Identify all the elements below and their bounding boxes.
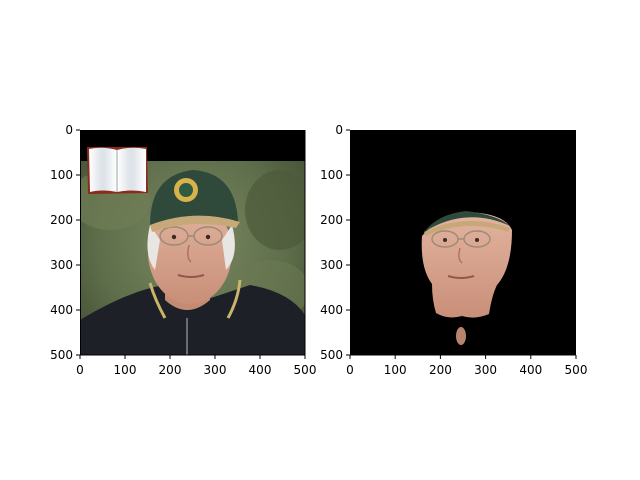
segmented-x-tick-label: 200	[429, 363, 452, 377]
original-x-tick-label: 200	[159, 363, 182, 377]
segmented-panel-frame	[350, 130, 576, 356]
segmented-y-tick-label: 100	[320, 168, 343, 182]
segmented-y-tick-label: 400	[320, 303, 343, 317]
original-y-tick-label: 200	[50, 213, 73, 227]
segmented-image-panel	[350, 130, 576, 355]
segmented-x-tick-label: 500	[565, 363, 588, 377]
jacket	[80, 285, 305, 355]
segmented-x-tick-label: 100	[384, 363, 407, 377]
original-x-tick-label: 400	[249, 363, 272, 377]
original-x-tick-label: 0	[76, 363, 84, 377]
original-y-tick-label: 300	[50, 258, 73, 272]
segmented-x-tick-label: 300	[474, 363, 497, 377]
original-x-tick-label: 300	[204, 363, 227, 377]
original-y-tick-label: 0	[65, 123, 73, 137]
segmented-y-tick-label: 500	[320, 348, 343, 362]
original-x-tick-label: 100	[114, 363, 137, 377]
original-panel-frame	[80, 130, 306, 356]
segmented-y-tick-label: 200	[320, 213, 343, 227]
segmented-y-tick-label: 300	[320, 258, 343, 272]
original-y-tick-label: 100	[50, 168, 73, 182]
original-y-tick-label: 500	[50, 348, 73, 362]
original-y-tick-label: 400	[50, 303, 73, 317]
open-book-icon	[87, 147, 148, 194]
original-image-panel	[80, 130, 305, 355]
segmented-y-tick-label: 0	[335, 123, 343, 137]
original-x-tick-label: 500	[294, 363, 317, 377]
segmented-x-tick-label: 400	[519, 363, 542, 377]
segmented-x-tick-label: 0	[346, 363, 354, 377]
cap-brim-cutout	[424, 211, 510, 232]
